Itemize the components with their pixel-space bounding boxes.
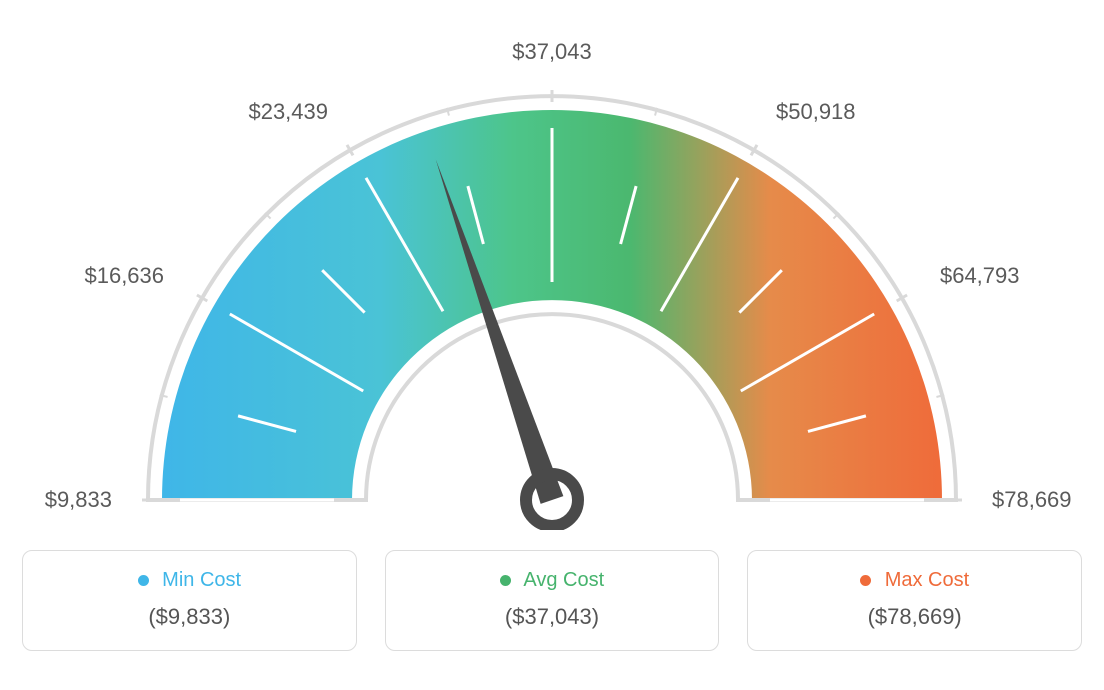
legend-dot-min	[138, 575, 149, 586]
legend-dot-max	[860, 575, 871, 586]
legend-label-min: Min Cost	[33, 569, 346, 592]
legend-value-max: ($78,669)	[758, 604, 1071, 630]
svg-text:$37,043: $37,043	[512, 39, 592, 64]
legend-label-max-text: Max Cost	[885, 569, 969, 591]
svg-text:$64,793: $64,793	[940, 263, 1020, 288]
gauge-svg: $9,833 $16,636 $23,439 $37,043 $50,918 $64,79…	[22, 20, 1082, 530]
legend-card-avg: Avg Cost ($37,043)	[385, 550, 720, 651]
legend-value-avg: ($37,043)	[396, 604, 709, 630]
legend-label-min-text: Min Cost	[162, 569, 241, 591]
legend-card-min: Min Cost ($9,833)	[22, 550, 357, 651]
svg-text:$78,669: $78,669	[992, 487, 1072, 512]
legend-dot-avg	[500, 575, 511, 586]
legend-card-max: Max Cost ($78,669)	[747, 550, 1082, 651]
legend-row: Min Cost ($9,833) Avg Cost ($37,043) Max…	[22, 550, 1082, 651]
legend-value-min: ($9,833)	[33, 604, 346, 630]
svg-text:$9,833: $9,833	[45, 487, 112, 512]
svg-text:$16,636: $16,636	[84, 263, 164, 288]
legend-label-avg-text: Avg Cost	[523, 569, 604, 591]
cost-gauge-chart: $9,833 $16,636 $23,439 $37,043 $50,918 $64,79…	[22, 20, 1082, 530]
svg-text:$50,918: $50,918	[776, 99, 856, 124]
svg-text:$23,439: $23,439	[248, 99, 328, 124]
legend-label-avg: Avg Cost	[396, 569, 709, 592]
legend-label-max: Max Cost	[758, 569, 1071, 592]
